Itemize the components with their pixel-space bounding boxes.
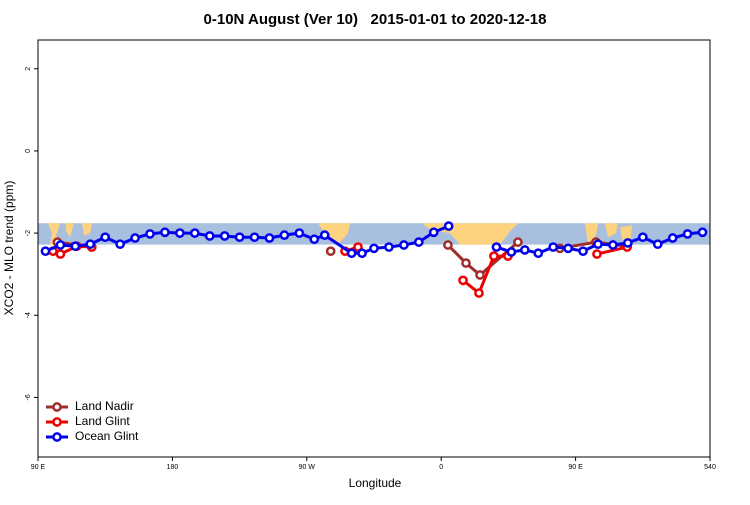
data-point — [474, 288, 484, 298]
land-shape — [82, 223, 92, 236]
data-point — [219, 231, 230, 241]
y-tick-label: 0 — [25, 149, 32, 153]
data-point — [160, 227, 170, 238]
x-tick-label: 540 — [704, 464, 716, 471]
data-point — [189, 228, 200, 238]
data-point — [249, 232, 260, 243]
data-point — [458, 275, 468, 286]
data-point — [70, 241, 81, 252]
x-tick-label: 180 — [167, 464, 179, 471]
data-point — [55, 240, 66, 250]
data-point — [175, 228, 185, 238]
legend-label: Ocean Glint — [75, 429, 139, 443]
data-point — [533, 248, 544, 259]
data-point — [115, 239, 125, 250]
chart-title: 0-10N August (Ver 10) 2015-01-01 to 2020… — [204, 11, 547, 28]
data-point — [578, 246, 588, 257]
data-point — [548, 242, 559, 252]
data-point — [443, 221, 454, 231]
data-point — [294, 228, 305, 238]
data-point — [234, 232, 245, 243]
data-point — [563, 243, 573, 254]
land-shape — [318, 223, 350, 245]
data-point — [428, 227, 439, 238]
data-point — [369, 243, 379, 254]
y-tick-label: -4 — [25, 312, 32, 318]
x-tick-label: 0 — [439, 464, 443, 471]
data-point — [130, 233, 140, 243]
x-tick-label: 90 E — [568, 464, 583, 471]
data-point — [592, 249, 602, 259]
plot-frame — [37, 39, 711, 458]
data-point — [608, 240, 618, 250]
data-point — [413, 237, 424, 247]
legend-label: Land Glint — [75, 414, 130, 428]
legend-marker — [52, 417, 62, 427]
data-point — [506, 247, 517, 257]
data-point — [399, 240, 409, 250]
data-point — [519, 245, 530, 255]
data-point — [491, 242, 502, 252]
land-shape — [585, 223, 598, 245]
data-point — [513, 237, 523, 247]
data-point — [309, 234, 320, 245]
x-axis-label: Longitude — [349, 476, 402, 490]
data-point — [346, 248, 357, 259]
y-axis-label: XCO2 - MLO trend (ppm) — [2, 181, 16, 316]
data-point — [325, 246, 336, 257]
legend-label: Land Nadir — [75, 399, 134, 413]
data-point — [475, 270, 485, 280]
y-tick-label: -6 — [25, 394, 32, 400]
data-point — [652, 239, 663, 250]
ocean-band — [38, 223, 710, 245]
data-point — [85, 239, 96, 250]
data-point — [145, 229, 155, 239]
data-point — [489, 251, 499, 261]
data-point — [100, 232, 111, 243]
data-point — [461, 258, 471, 268]
y-tick-label: 2 — [25, 67, 32, 71]
x-tick-label: 90 W — [299, 464, 316, 471]
data-point — [264, 233, 275, 243]
data-point — [384, 242, 394, 252]
y-tick-label: -2 — [25, 230, 32, 236]
data-point — [204, 231, 215, 241]
x-tick-label: 90 E — [31, 464, 46, 471]
land-shape — [605, 223, 618, 238]
legend-marker — [52, 402, 62, 412]
land-shape — [66, 223, 74, 238]
data-point — [40, 246, 51, 257]
data-point — [443, 240, 453, 250]
data-point — [593, 239, 603, 250]
data-point — [55, 249, 66, 259]
data-point — [667, 233, 678, 243]
data-point — [279, 230, 290, 240]
data-point — [357, 248, 367, 259]
data-point — [623, 238, 633, 248]
data-point — [697, 227, 708, 238]
data-point — [637, 232, 648, 243]
data-point — [319, 230, 330, 240]
data-point — [682, 229, 693, 239]
legend-marker — [52, 432, 62, 442]
